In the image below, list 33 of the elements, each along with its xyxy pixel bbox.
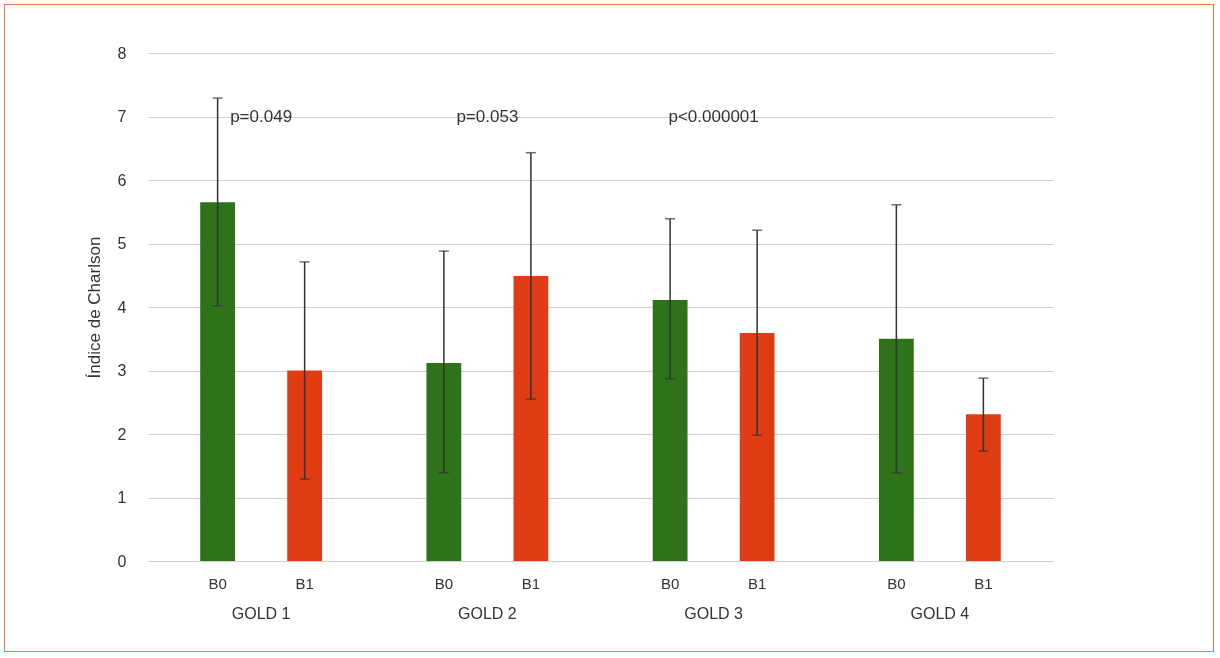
annotation: p=0.049 <box>230 107 293 126</box>
bar <box>965 414 1001 561</box>
x-tick-label: GOLD 3 <box>684 604 744 622</box>
bar <box>652 300 688 561</box>
bar <box>878 338 914 561</box>
y-tick-label: 6 <box>117 171 127 189</box>
annotation: p<0.000001 <box>668 107 759 126</box>
y-tick-label: 8 <box>117 44 127 62</box>
bar <box>739 333 775 561</box>
y-tick-label: 3 <box>117 362 127 379</box>
y-tick-label: 2 <box>117 425 127 443</box>
bar <box>426 362 462 561</box>
text: B0 <box>660 575 680 592</box>
y-tick-label: 0 <box>117 552 127 570</box>
y-tick-label: 5 <box>117 235 127 252</box>
series-label: B0 <box>208 575 227 592</box>
text: B1 <box>747 575 767 592</box>
y-tick-label: 4 <box>117 298 127 316</box>
bar <box>200 202 236 561</box>
bar <box>287 370 323 561</box>
x-tick-label: GOLD 1 <box>231 604 291 622</box>
x-tick-label: GOLD 2 <box>458 604 517 622</box>
text: B0 <box>434 575 454 592</box>
text: B0 <box>887 575 906 592</box>
annotation: p=0.053 <box>456 107 519 126</box>
text: B1 <box>521 575 541 592</box>
bar <box>513 275 549 561</box>
y-axis-title: Índice de Charlson <box>84 236 104 379</box>
series-label: B1 <box>295 575 314 592</box>
x-tick-label: GOLD 4 <box>910 604 970 622</box>
y-tick-label: 1 <box>117 489 127 506</box>
text: B1 <box>974 575 993 592</box>
y-tick-label: 7 <box>117 108 127 125</box>
